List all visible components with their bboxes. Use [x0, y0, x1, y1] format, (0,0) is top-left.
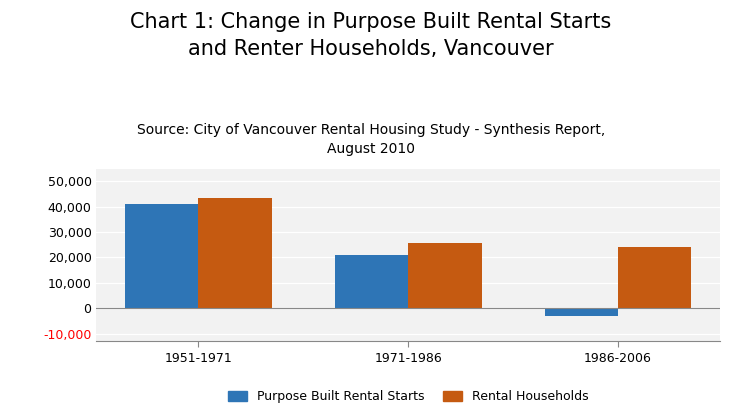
- Bar: [198, 198, 272, 308]
- Bar: [408, 243, 482, 308]
- Legend: Purpose Built Rental Starts, Rental Households: Purpose Built Rental Starts, Rental Hous…: [223, 386, 594, 409]
- Text: Source: City of Vancouver Rental Housing Study - Synthesis Report,
August 2010: Source: City of Vancouver Rental Housing…: [137, 123, 605, 156]
- Bar: [125, 204, 198, 308]
- Bar: [618, 247, 692, 308]
- Bar: [545, 308, 618, 316]
- Bar: [335, 255, 408, 308]
- Text: Chart 1: Change in Purpose Built Rental Starts
and Renter Households, Vancouver: Chart 1: Change in Purpose Built Rental …: [131, 12, 611, 59]
